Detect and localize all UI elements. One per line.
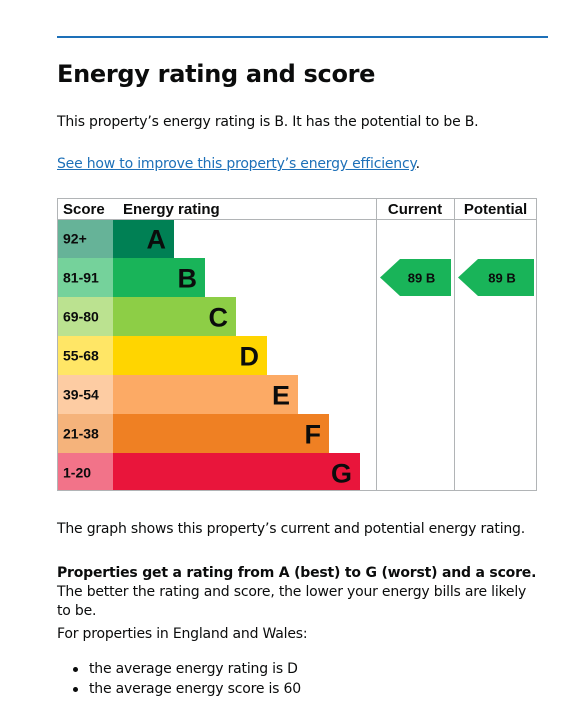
potential-rating-label: 89 B (488, 271, 515, 286)
graph-caption: The graph shows this property’s current … (57, 521, 525, 537)
score-label: 92+ (63, 231, 87, 247)
score-label: 55-68 (63, 348, 99, 364)
score-cell (57, 258, 113, 297)
current-rating-arrow (380, 259, 451, 296)
rating-letter: G (331, 459, 352, 489)
potential-header: Potential (464, 201, 527, 218)
rating-bar (113, 219, 174, 258)
score-label: 1-20 (63, 465, 91, 481)
potential-rating-arrow (458, 259, 534, 296)
rating-summary: This property’s energy rating is B. It h… (57, 114, 479, 130)
score-label: 39-54 (63, 387, 99, 403)
rating-bar (113, 375, 298, 414)
list-item: the average energy rating is D (57, 659, 301, 679)
current-rating-label: 89 B (408, 271, 435, 286)
list-item: the average energy score is 60 (57, 679, 301, 699)
score-label: 21-38 (63, 426, 99, 442)
rating-letter: F (305, 420, 322, 450)
section-divider (57, 36, 548, 38)
energy-rating-graph: 92+ A 81-91 B 69-80 C 55-68 D 39-54 E 21-38 F 1-20 G S… (57, 198, 537, 491)
score-cell (57, 453, 113, 491)
ratings-explanation-bold: Properties get a rating from A (best) to… (57, 565, 537, 581)
rating-letter: B (178, 264, 198, 294)
rating-bar (113, 414, 329, 453)
score-header: Score (63, 201, 105, 218)
ratings-explanation-rest: The better the rating and score, the low… (57, 584, 527, 619)
link-suffix: . (415, 156, 420, 172)
rating-bar (113, 453, 360, 491)
score-label: 81-91 (63, 270, 99, 286)
score-cell (57, 375, 113, 414)
rating-letter: C (209, 303, 229, 333)
rating-letter: A (147, 225, 167, 255)
rating-header: Energy rating (123, 201, 220, 218)
score-cell (57, 336, 113, 375)
rating-bar (113, 297, 236, 336)
rating-letter: D (240, 342, 260, 372)
improve-efficiency-link[interactable]: See how to improve this property’s energ… (57, 156, 416, 172)
chart-border (57, 198, 537, 491)
rating-bar (113, 336, 267, 375)
page-title: Energy rating and score (57, 60, 376, 88)
improve-efficiency-paragraph: See how to improve this property’s energ… (57, 155, 420, 174)
region-intro: For properties in England and Wales: (57, 626, 308, 642)
score-label: 69-80 (63, 309, 99, 325)
ratings-explanation: Properties get a rating from A (best) to… (57, 564, 537, 621)
averages-list: the average energy rating is D the avera… (57, 659, 301, 699)
energy-rating-chart: 92+ A 81-91 B 69-80 C 55-68 D 39-54 E 21-38 F 1-20 G S… (57, 198, 537, 491)
score-cell (57, 219, 113, 258)
score-cell (57, 414, 113, 453)
score-cell (57, 297, 113, 336)
current-header: Current (388, 201, 442, 218)
rating-bar (113, 258, 205, 297)
rating-letter: E (272, 381, 290, 411)
